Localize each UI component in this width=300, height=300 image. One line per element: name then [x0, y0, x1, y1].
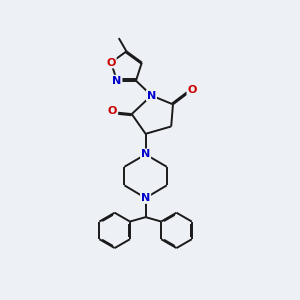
Text: N: N [112, 76, 122, 86]
Text: N: N [141, 149, 150, 159]
Text: O: O [106, 58, 116, 68]
Text: N: N [147, 91, 156, 100]
Text: N: N [141, 193, 150, 203]
Text: O: O [108, 106, 117, 116]
Text: O: O [188, 85, 197, 95]
